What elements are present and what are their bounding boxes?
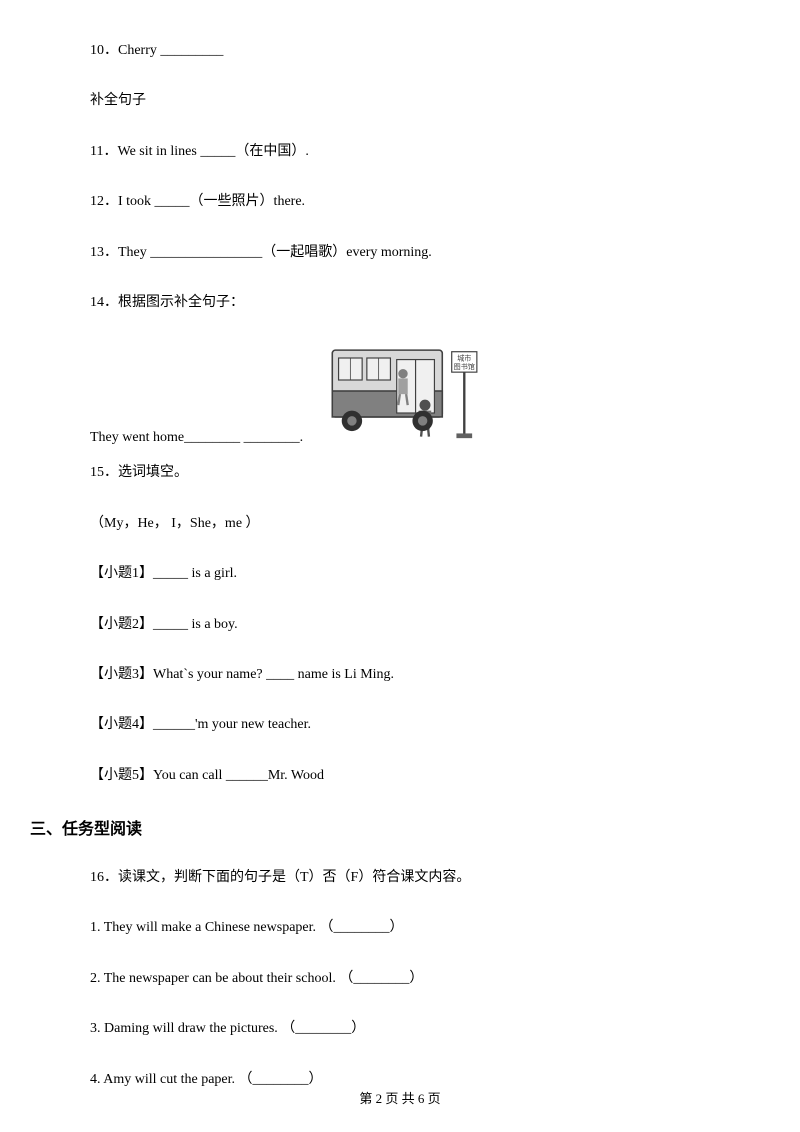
question-16-sub3: 3. Daming will draw the pictures. （_____… xyxy=(90,1018,740,1040)
question-14-image-line: They went home________ ________. xyxy=(90,336,740,446)
question-15: 15．选词填空。 xyxy=(90,462,740,484)
section-3-content: 16．读课文，判断下面的句子是（T）否（F）符合课文内容。 1. They wi… xyxy=(60,867,740,1091)
page-footer: 第 2 页 共 6 页 xyxy=(0,1088,800,1107)
question-15-sub5: 【小题5】You can call ______Mr. Wood xyxy=(90,765,740,787)
content-area: 10．Cherry _________ 补全句子 11．We sit in li… xyxy=(60,40,740,787)
subtitle-complete: 补全句子 xyxy=(90,90,740,112)
question-16-sub2: 2. The newspaper can be about their scho… xyxy=(90,968,740,990)
question-15-sub3: 【小题3】What`s your name? ____ name is Li M… xyxy=(90,664,740,686)
question-12: 12．I took _____（一些照片）there. xyxy=(90,191,740,213)
question-14-text: They went home________ ________. xyxy=(90,430,303,446)
question-15-options: （My，He， I，She，me ） xyxy=(90,513,740,535)
question-15-sub1: 【小题1】_____ is a girl. xyxy=(90,563,740,585)
question-15-sub2: 【小题2】_____ is a boy. xyxy=(90,614,740,636)
question-13: 13．They ________________（一起唱歌）every morn… xyxy=(90,242,740,264)
question-10: 10．Cherry _________ xyxy=(90,40,740,62)
question-11: 11．We sit in lines _____（在中国）. xyxy=(90,141,740,163)
question-16-sub1: 1. They will make a Chinese newspaper. （… xyxy=(90,917,740,939)
question-14: 14．根据图示补全句子： xyxy=(90,292,740,314)
svg-text:城市: 城市 xyxy=(457,354,471,363)
question-16: 16．读课文，判断下面的句子是（T）否（F）符合课文内容。 xyxy=(90,867,740,889)
section-3-title: 三、任务型阅读 xyxy=(30,815,740,839)
question-15-sub4: 【小题4】______'m your new teacher. xyxy=(90,714,740,736)
bus-illustration: 城市 图书馆 xyxy=(323,336,483,446)
svg-text:图书馆: 图书馆 xyxy=(454,362,475,371)
